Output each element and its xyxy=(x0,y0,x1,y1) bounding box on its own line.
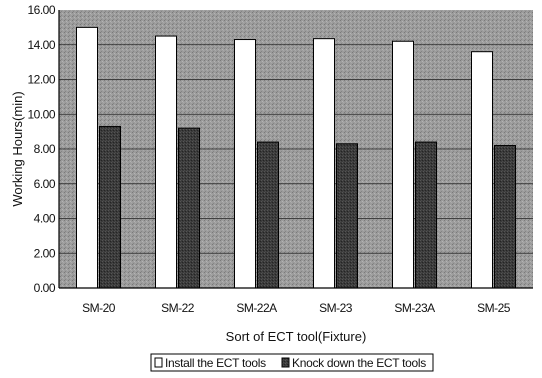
x-axis-title: Sort of ECT tool(Fixture) xyxy=(226,329,367,344)
legend: Install the ECT tools Knock down the ECT… xyxy=(150,353,434,372)
y-tick-label: 10.00 xyxy=(27,107,55,121)
y-tick-labels: 0.00 2.00 4.00 6.00 8.00 10.00 12.00 14.00 16.00 xyxy=(27,3,56,295)
x-tick-label: SM-20 xyxy=(82,301,116,315)
y-tick-label: 4.00 xyxy=(34,212,56,226)
bars xyxy=(76,26,516,289)
x-tick-label: SM-23A xyxy=(394,301,435,315)
legend-swatch-knockdown xyxy=(281,357,290,368)
bar-knockdown-sm-25 xyxy=(494,145,516,289)
bar-install-sm-23a xyxy=(392,40,414,289)
x-tick-label: SM-23 xyxy=(319,301,353,315)
legend-box xyxy=(150,353,434,372)
bar-knockdown-sm-23 xyxy=(336,143,358,289)
y-tick-label: 8.00 xyxy=(34,142,56,156)
x-tick-label: SM-22 xyxy=(161,301,195,315)
bar-knockdown-sm-23a xyxy=(415,141,437,289)
gridlines xyxy=(59,44,533,254)
bar-knockdown-sm-20 xyxy=(99,125,121,289)
legend-swatch-install xyxy=(154,357,163,368)
y-tick-label: 14.00 xyxy=(27,38,55,52)
x-tick-labels: SM-20 SM-22 SM-22A SM-23 SM-23A SM-25 xyxy=(82,301,511,315)
legend-label-knockdown: Knock down the ECT tools xyxy=(292,356,426,370)
bar-install-sm-20 xyxy=(76,26,98,289)
x-tick-label: SM-22A xyxy=(236,301,277,315)
legend-label-install: Install the ECT tools xyxy=(165,356,266,370)
bar-install-sm-23 xyxy=(313,38,335,289)
bar-knockdown-sm-22 xyxy=(178,127,200,289)
x-tick-label: SM-25 xyxy=(477,301,511,315)
y-tick-label: 2.00 xyxy=(34,246,56,260)
y-tick-label: 16.00 xyxy=(27,3,55,17)
y-axis-title: Working Hours(min) xyxy=(10,91,25,206)
bar-install-sm-25 xyxy=(471,51,493,289)
y-tick-label: 6.00 xyxy=(34,177,56,191)
bar-install-sm-22a xyxy=(234,39,256,289)
y-tick-label: 12.00 xyxy=(27,73,55,87)
y-tick-label: 0.00 xyxy=(34,281,56,295)
bar-install-sm-22 xyxy=(155,35,177,289)
bar-knockdown-sm-22a xyxy=(257,141,279,289)
